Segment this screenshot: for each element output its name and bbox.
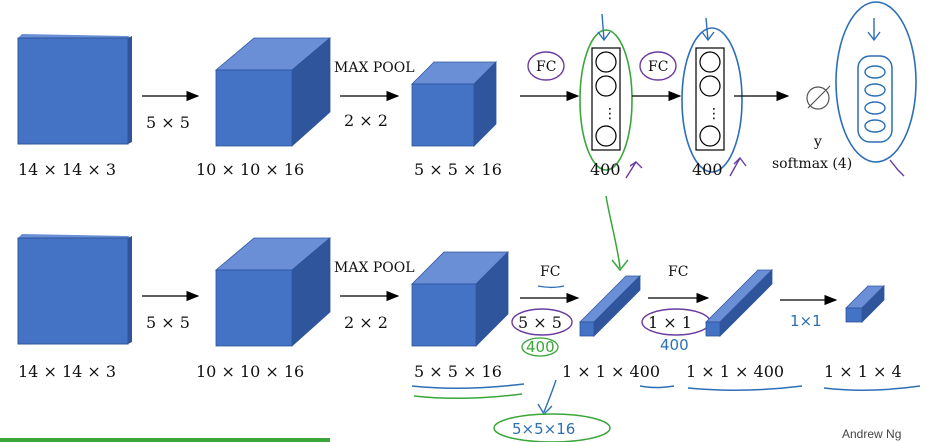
top-fc1-label: FC — [536, 59, 556, 75]
bottom-fc2-filter: 1 × 1 — [648, 313, 692, 332]
top-conv-filter: 5 × 5 — [146, 113, 190, 132]
top-input-dims: 14 × 14 × 3 — [18, 160, 116, 179]
bottom-conv-filter: 5 × 5 — [146, 313, 190, 332]
bottom-fc2-bar — [705, 269, 773, 337]
watermark: Andrew Ng — [842, 427, 902, 441]
top-fc1-layer: ⋮ — [591, 47, 621, 151]
bottom-fc2-out-dims: 1 × 1 × 400 — [686, 362, 784, 381]
top-pool-size: 2 × 2 — [344, 111, 388, 130]
top-fc1-highlight — [579, 29, 633, 171]
top-fc2-layer: ⋮ — [695, 47, 725, 151]
bottom-fc2-filter-note: 400 — [660, 336, 689, 354]
bottom-pool-underline-2 — [413, 393, 523, 399]
bottom-final-dims: 1 × 1 × 4 — [824, 362, 902, 381]
top-softmax-sketch — [835, 1, 917, 177]
svg-text:⋮: ⋮ — [603, 106, 617, 122]
bottom-annotation-arrow — [537, 379, 557, 416]
bottom-fc1-underline — [537, 285, 565, 289]
top-pool-label: MAX POOL — [334, 60, 415, 76]
top-conv-out-dims: 10 × 10 × 16 — [196, 160, 304, 179]
bottom-pool-underline — [411, 383, 525, 389]
bottom-annotation-filter: 5×5×16 — [512, 420, 575, 438]
top-pool-out-dims: 5 × 5 × 16 — [414, 160, 502, 179]
top-pool-cube — [411, 61, 497, 147]
bottom-input-dims: 14 × 14 × 3 — [18, 362, 116, 381]
bottom-fc1-underline-2 — [639, 385, 675, 389]
bottom-conv-cube — [214, 237, 332, 347]
top-fc1-arrow-mark — [597, 13, 611, 42]
video-progress-strip — [0, 438, 330, 442]
bottom-final-underline — [823, 385, 921, 391]
top-fc1-circle-mark — [527, 51, 565, 81]
top-output-label: softmax (4) — [772, 156, 852, 172]
top-output-var: y — [813, 134, 822, 150]
bottom-fc1-filter-note: 400 — [526, 338, 555, 356]
top-fc1-check-mark — [625, 160, 643, 179]
bottom-pool-cube — [411, 251, 509, 347]
bottom-fc1-label: FC — [540, 264, 560, 280]
top-fc1-units: 400 — [590, 160, 621, 179]
top-fc2-circle-mark — [639, 51, 677, 81]
bottom-fc1-bar — [579, 275, 641, 337]
bottom-final-block — [845, 285, 885, 323]
top-output-node — [806, 85, 831, 110]
bottom-fc2-label: FC — [668, 264, 688, 280]
row-connector-mark — [605, 195, 629, 272]
bottom-fc1-filter: 5 × 5 — [518, 313, 562, 332]
bottom-pool-label: MAX POOL — [334, 260, 415, 276]
top-fc2-check-mark — [729, 156, 747, 177]
bottom-fc2-underline — [687, 385, 803, 391]
top-fc2-label: FC — [648, 59, 668, 75]
bottom-pool-out-dims: 5 × 5 × 16 — [414, 362, 502, 381]
top-fc2-highlight — [681, 27, 743, 173]
bottom-fc1-filter-circle — [511, 308, 573, 336]
svg-text:⋮: ⋮ — [707, 106, 721, 122]
bottom-fc1-note-circle — [521, 337, 559, 357]
bottom-pool-size: 2 × 2 — [344, 313, 388, 332]
top-input-block — [17, 34, 132, 145]
top-fc2-arrow-mark — [701, 17, 715, 42]
bottom-input-block — [17, 234, 132, 345]
bottom-fc1-out-dims: 1 × 1 × 400 — [562, 362, 660, 381]
bottom-conv-out-dims: 10 × 10 × 16 — [196, 362, 304, 381]
bottom-annotation-circle — [493, 413, 611, 442]
top-conv-cube — [214, 37, 332, 147]
bottom-conv3-filter: 1×1 — [790, 312, 822, 330]
top-fc2-units: 400 — [692, 160, 723, 179]
